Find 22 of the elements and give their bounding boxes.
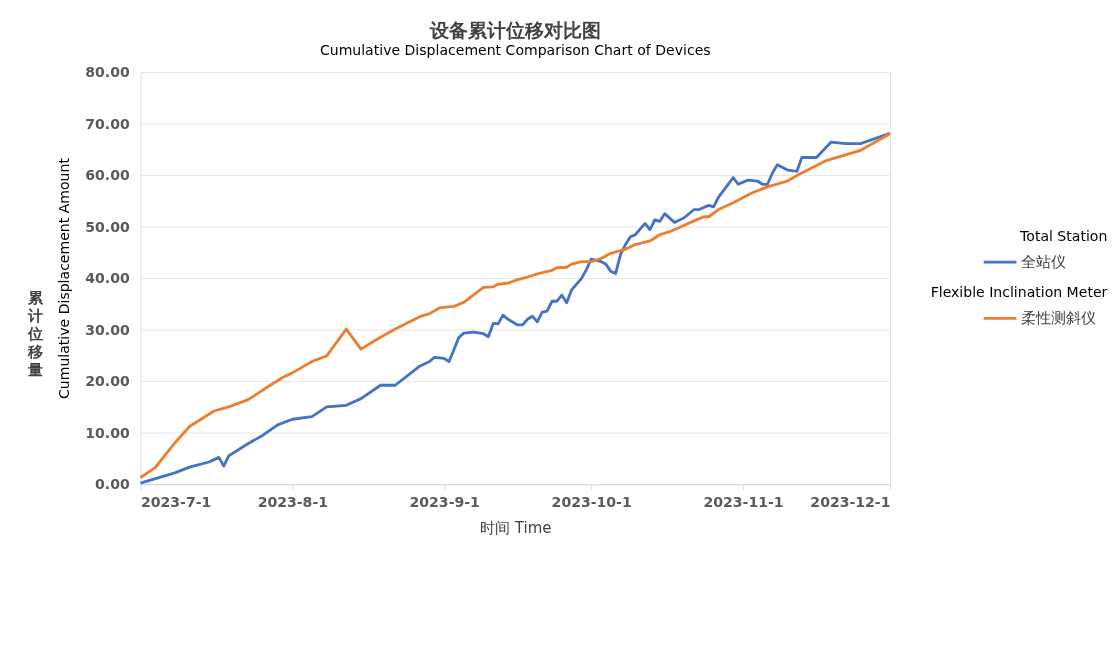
y-tick-label: 10.00 xyxy=(85,424,130,441)
y-tick-label: 80.00 xyxy=(85,64,130,81)
text: 累计位移量 xyxy=(27,289,45,379)
y-tick-label: 60.00 xyxy=(85,167,130,184)
y-tick-label: 0.00 xyxy=(95,476,130,493)
y-tick-label: 30.00 xyxy=(85,321,130,338)
y-tick-label: 70.00 xyxy=(85,115,130,132)
x-tick-label: 2023-11-1 xyxy=(703,494,784,511)
text: Flexible Inclination Meter 柔性测斜仪 xyxy=(930,283,1108,328)
chart-title: 设备累计位移对比图 xyxy=(428,19,601,42)
y-axis-title: Cumulative Displacement Amount xyxy=(56,157,73,399)
y-tick-label: 40.00 xyxy=(85,270,130,287)
x-tick-label: 2023-7-1 xyxy=(140,494,212,511)
x-tick-label: 2023-10-1 xyxy=(551,494,632,511)
x-axis-title: 时间 Time xyxy=(480,519,552,538)
x-tick-label: 2023-12-1 xyxy=(810,494,891,511)
x-tick-label: 2023-9-1 xyxy=(409,494,480,511)
y-tick-label: 20.00 xyxy=(85,373,130,390)
x-tick-label: 2023-8-1 xyxy=(257,494,328,511)
chart-subtitle: Cumulative Displacement Comparison Chart of Devices xyxy=(319,42,711,59)
y-tick-label: 50.00 xyxy=(85,218,130,235)
text: Total Station 全站仪 xyxy=(1019,227,1108,271)
